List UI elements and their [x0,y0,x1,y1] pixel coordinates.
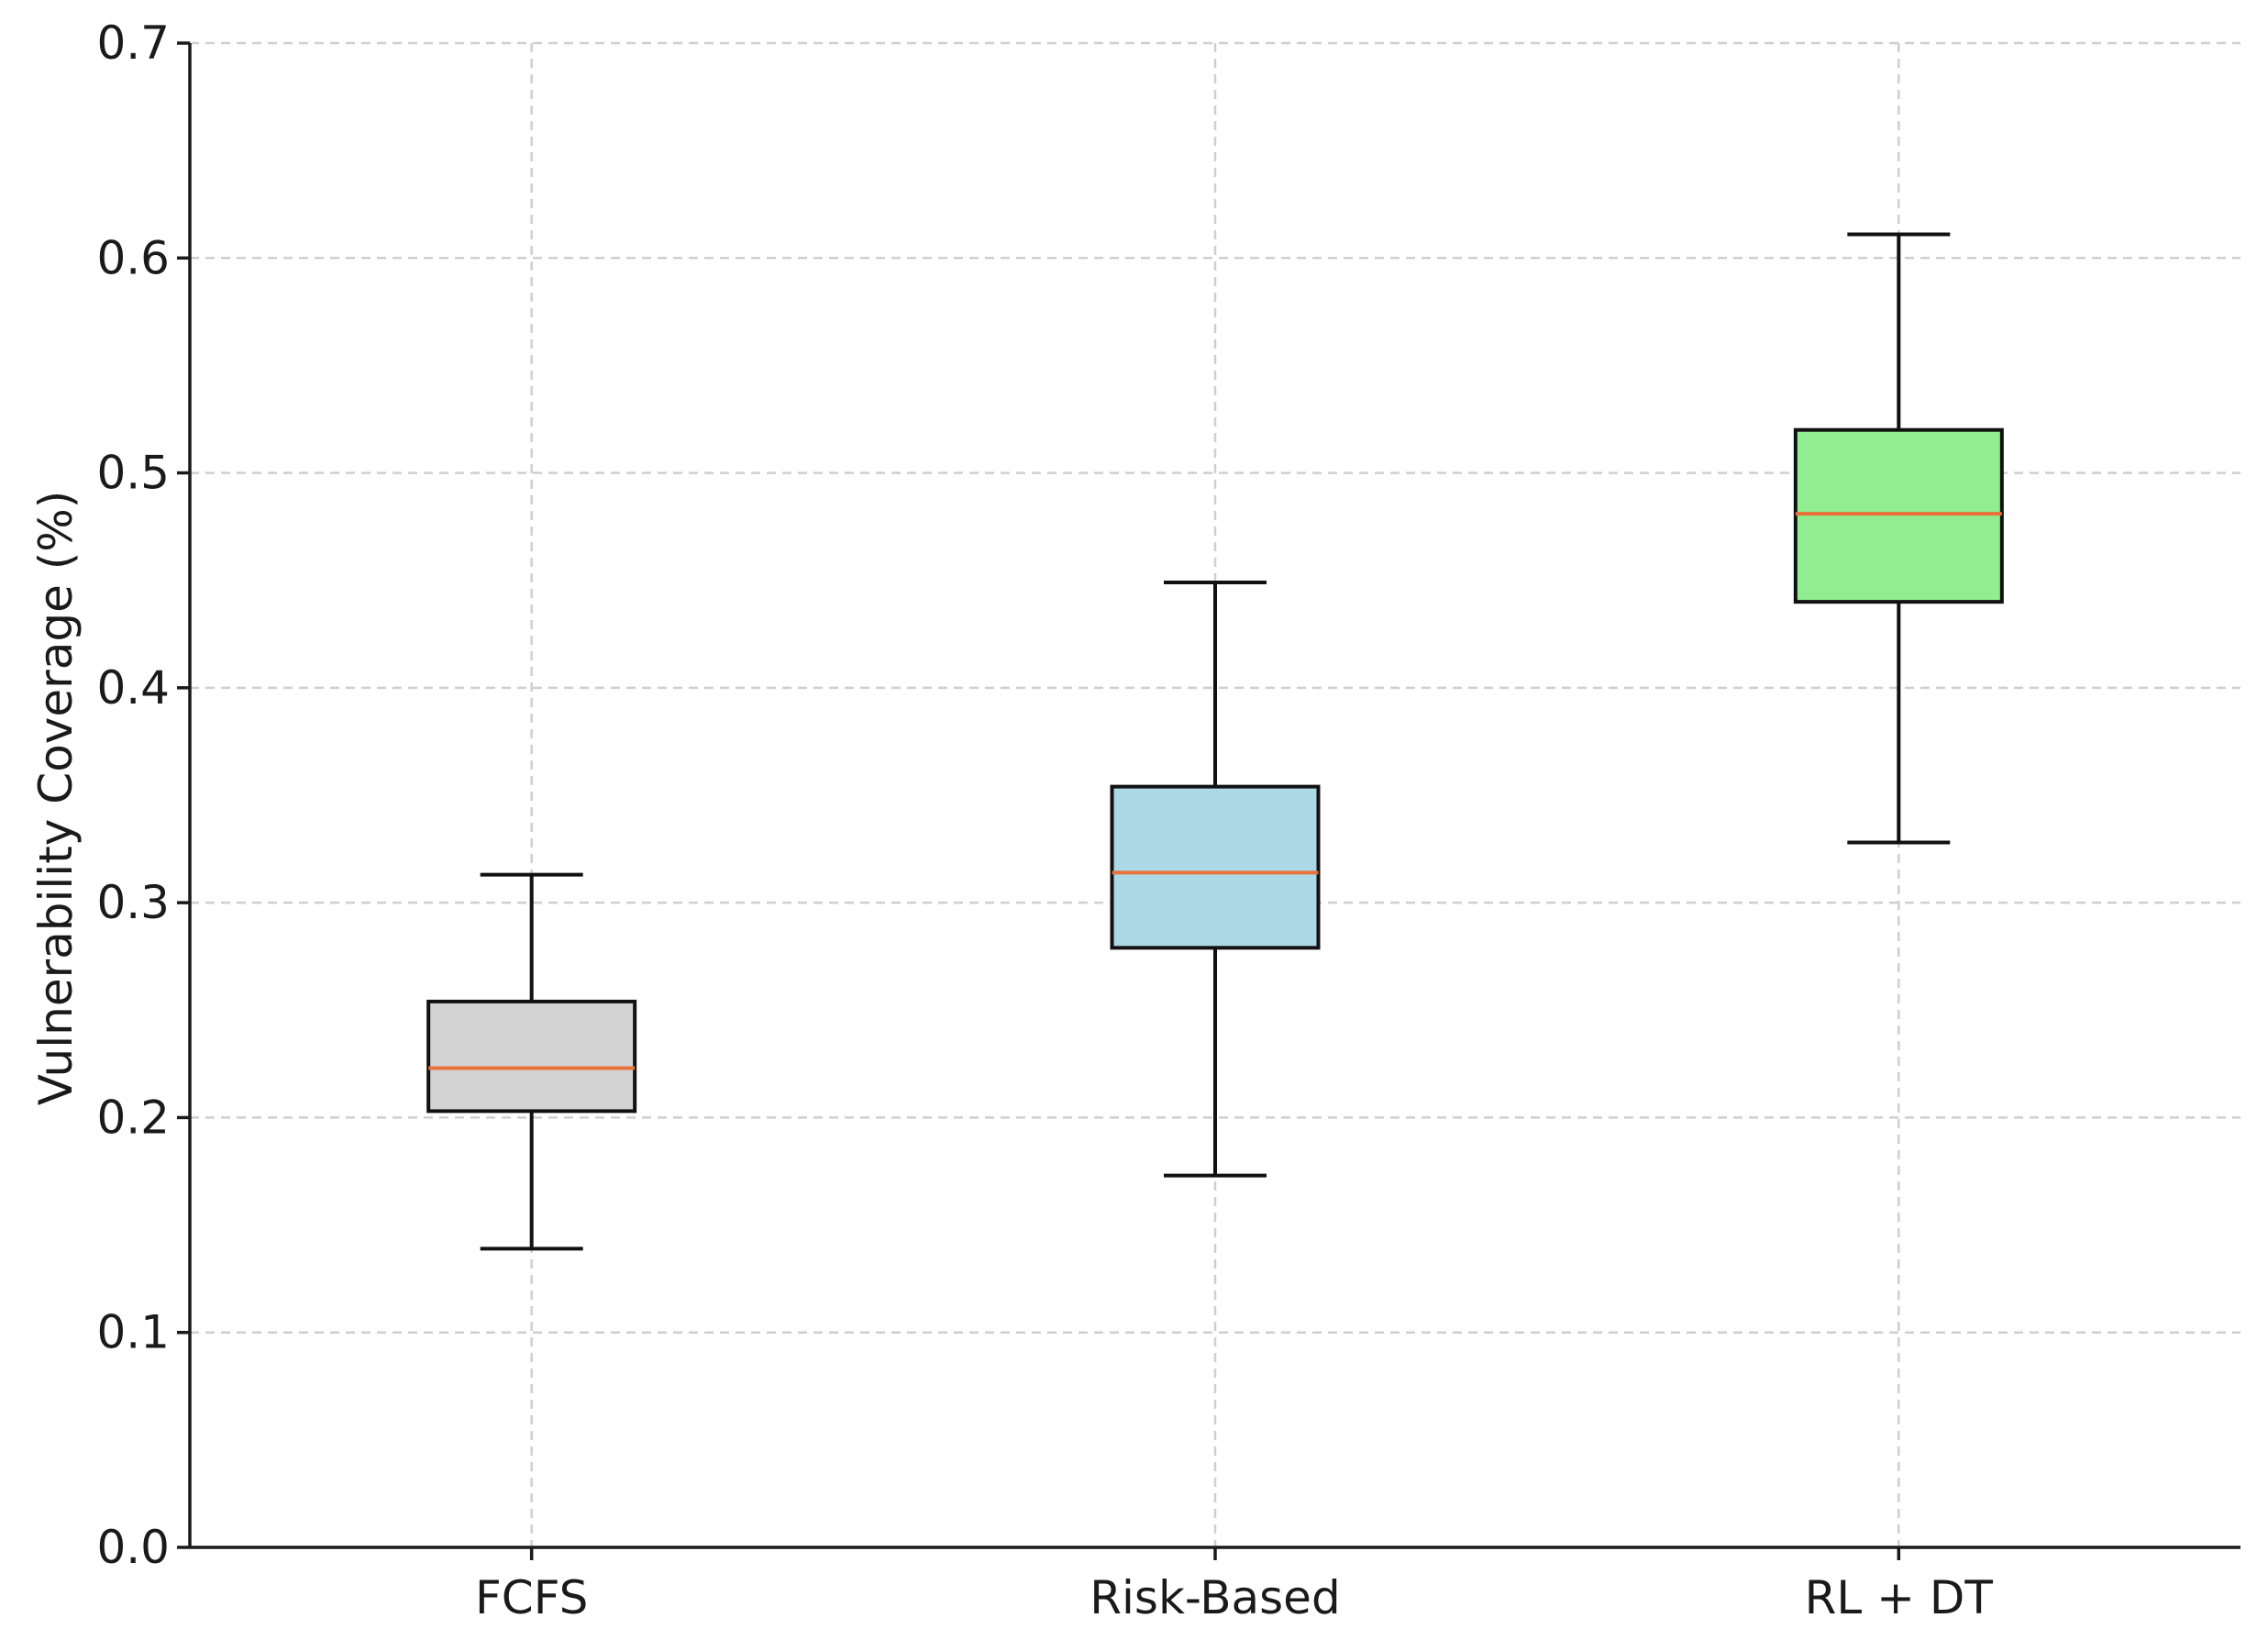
boxes [426,232,2004,1251]
box-group-fcfs [426,872,637,1251]
iqr-box [1793,427,2004,604]
y-tick-label: 0.4 [96,661,170,715]
x-tick-label: Risk-Based [1090,1571,1340,1624]
x-tick-label: FCFS [475,1571,588,1624]
iqr-box [1110,784,1321,950]
x-tick-label: RL + DT [1805,1571,1994,1624]
y-tick-label: 0.0 [96,1521,170,1574]
box-group-risk-based [1110,581,1321,1178]
y-tick-label: 0.6 [96,231,170,284]
y-tick-label: 0.3 [96,876,170,929]
y-tick-label: 0.7 [96,17,170,70]
y-tick-label: 0.5 [96,447,170,500]
axes: 0.0 0.1 0.2 0.3 0.4 0.5 0.6 0.7 FCFS Risk-Based RL… [96,17,2240,1624]
y-axis-title: Vulnerability Coverage (%) [29,491,83,1106]
y-tick-label: 0.1 [96,1306,170,1359]
box-group-rl-dt [1793,232,2004,845]
iqr-box [426,999,637,1114]
y-tick-label: 0.2 [96,1091,170,1144]
